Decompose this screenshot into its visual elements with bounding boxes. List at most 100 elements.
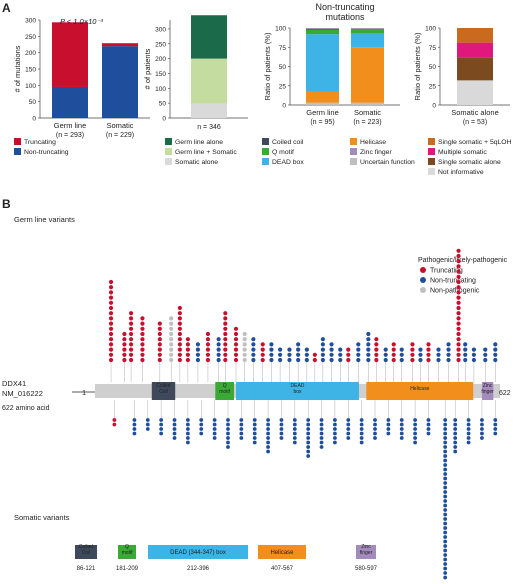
somatic-variant-dot [466,436,471,440]
germline-variant-dot [169,331,174,337]
germline-variant-dot [140,316,145,321]
germline-variant-dot [269,352,274,357]
somatic-variant-dot [466,431,471,436]
somatic-variant-dot [453,436,458,440]
germline-variant-dot [366,331,371,337]
germline-variant-dot [269,347,274,352]
germline-variant-dot [169,326,174,331]
germline-variant-dot [128,311,134,316]
y-tick-label: 100 [25,83,36,90]
somatic-variant-dot [493,422,498,427]
panel-label-b: B [2,197,11,211]
legend-swatch [165,158,172,165]
somatic-variant-dot [443,521,448,526]
somatic-variant-dot [453,427,458,431]
germline-variant-dot [108,337,114,342]
germline-variant-dot [205,352,211,357]
y-tick-label: 50 [29,99,37,106]
germline-variant-dot [108,331,114,337]
gene-name: DDX41 [2,379,26,388]
germline-variant-dot [108,290,114,295]
domain-key-label: motif [122,550,133,556]
somatic-variant-dot [346,436,351,440]
germline-variant-dot [195,357,201,363]
germline-variant-dot [128,352,134,357]
germline-variant-dot [177,337,182,342]
somatic-variant-dot [226,418,230,422]
legend-swatch [428,138,435,145]
germline-variant-dot [436,347,441,352]
somatic-variant-dot [172,427,177,431]
legend-swatch [14,148,21,155]
somatic-variant-dot [292,436,297,440]
somatic-variant-dot [319,440,324,445]
germline-variant-dot [329,357,334,363]
germline-variant-dot [346,357,351,363]
domain-label: Q [223,383,227,389]
somatic-variant-dot [306,431,311,436]
somatic-variant-dot [212,427,217,431]
somatic-variant-dot [333,418,337,422]
germline-variant-dot [128,331,134,337]
germline-variant-dot [223,331,228,337]
germline-variant-dot [242,337,247,342]
bar-segment [52,22,88,87]
bar-segment [306,28,339,29]
somatic-variant-dot [212,431,217,436]
somatic-variant-dot [453,431,458,436]
category-label: Somatic [106,121,133,130]
germline-variant-dot [122,342,127,347]
category-sublabel: n = 346 [197,124,221,131]
somatic-variant-dot [172,422,177,427]
germline-variant-dot [366,342,371,347]
germline-variant-dot [157,352,162,357]
germline-variant-dot [195,347,201,352]
germline-variant-dot [223,311,228,316]
y-tick-label: 25 [279,83,287,90]
somatic-variant-dot [346,418,351,422]
germline-variant-dot [233,357,239,363]
somatic-variant-dot [443,517,448,521]
somatic-variant-dot [145,418,150,422]
domain-key-box [356,545,376,559]
germline-variant-dot [320,352,325,357]
germline-variant-dot [296,357,301,363]
somatic-variant-dot [443,436,448,440]
bar-segment [306,29,339,35]
germline-variant-dot [157,321,162,326]
axis-start-label: 1 [82,390,86,397]
somatic-variant-dot [185,440,190,445]
germline-variant-dot [233,347,239,352]
germline-variant-dot [108,285,114,290]
y-tick-label: 50 [279,64,287,71]
germline-variant-dot [346,352,351,357]
germline-variant-dot [483,347,488,352]
somatic-variant-dot [306,440,311,445]
somatic-variant-dot [252,431,257,436]
germline-variant-dot [446,352,451,357]
germline-variant-dot [108,321,114,326]
somatic-variant-dot [319,431,324,436]
germline-variant-dot [169,357,174,363]
germline-variant-dot [177,321,182,326]
somatic-variant-dot [306,427,311,431]
somatic-variant-dot [132,431,137,436]
somatic-variant-dot [413,440,418,445]
germline-variant-dot [483,357,488,363]
germline-variant-dot [456,253,461,259]
germline-variant-dot [233,342,239,347]
somatic-variant-dot [185,436,190,440]
germline-variant-dot [287,357,292,363]
legend-swatch [350,158,357,165]
germline-variant-dot [108,305,114,311]
germline-variant-dot [195,342,201,347]
somatic-variant-dot [443,467,448,472]
domain-box [151,382,176,400]
somatic-variant-dot [212,422,217,427]
somatic-variant-dot [306,445,311,449]
germline-variant-dot [410,347,415,352]
somatic-variant-dot [346,431,351,436]
germline-variant-dot [223,357,228,363]
category-sublabel: (n = 223) [353,119,381,126]
lollipop-legend-label: Non-truncating [430,278,476,285]
